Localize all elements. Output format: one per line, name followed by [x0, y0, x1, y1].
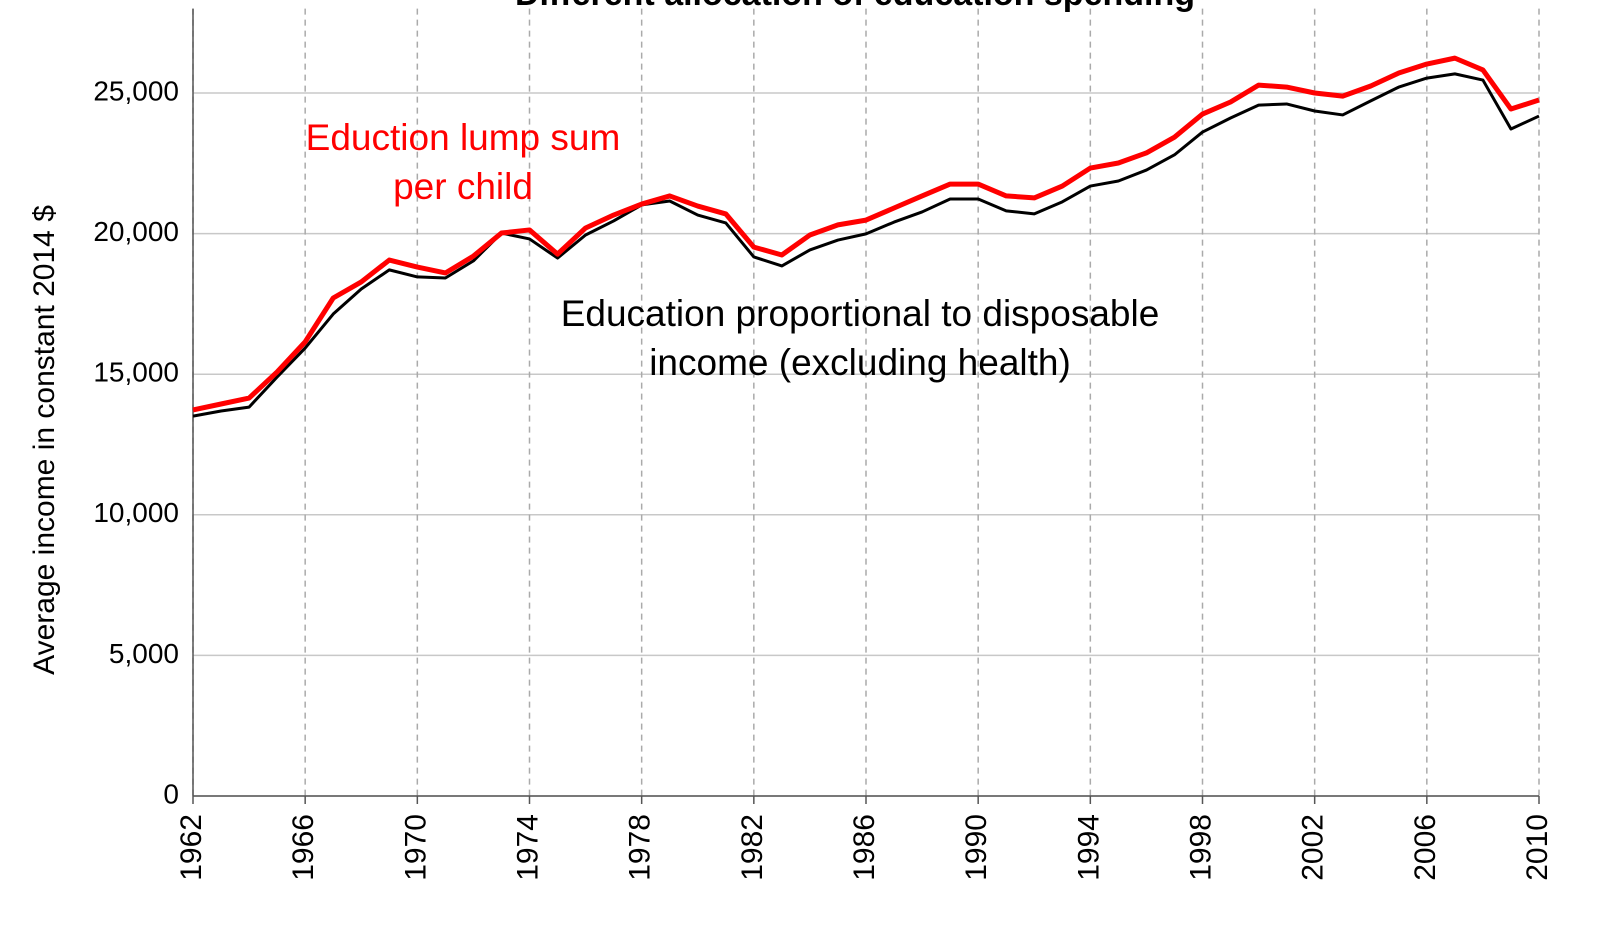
- x-tick-label: 1994: [1072, 814, 1105, 881]
- x-tick-label: 1974: [511, 814, 544, 881]
- series-line: [192, 55, 1540, 413]
- x-tick-label: 1986: [848, 814, 881, 881]
- series-line: [192, 72, 1540, 418]
- x-tick-label: 2006: [1409, 814, 1442, 881]
- annotation: Eduction lump sum: [306, 117, 621, 158]
- chart-title: Different allocation of education spendi…: [515, 0, 1195, 13]
- y-axis-label: Average income in constant 2014 $: [28, 205, 61, 675]
- y-tick-label: 20,000: [93, 216, 179, 247]
- y-tick-label: 5,000: [109, 638, 179, 669]
- x-tick-label: 1970: [399, 814, 432, 881]
- annotation: Education proportional to disposable: [561, 293, 1160, 334]
- x-tick-label: 2002: [1297, 814, 1330, 881]
- y-tick-label: 0: [163, 778, 179, 809]
- y-tick-label: 25,000: [93, 75, 179, 106]
- y-tick-label: 15,000: [93, 357, 179, 388]
- x-tick-label: 2010: [1521, 814, 1554, 881]
- x-tick-label: 1998: [1184, 814, 1217, 881]
- x-tick-label: 1990: [960, 814, 993, 881]
- x-tick-label: 1966: [287, 814, 320, 881]
- x-tick-label: 1978: [624, 814, 657, 881]
- y-tick-label: 10,000: [93, 497, 179, 528]
- annotation: per child: [393, 166, 533, 207]
- x-tick-label: 1962: [175, 814, 208, 881]
- annotation: income (excluding health): [649, 342, 1071, 383]
- x-tick-label: 1982: [736, 814, 769, 881]
